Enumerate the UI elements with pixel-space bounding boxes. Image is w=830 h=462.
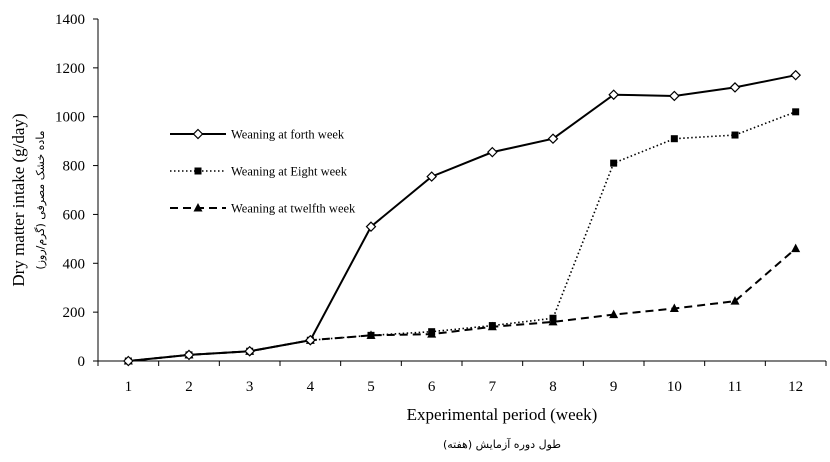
- data-point: [668, 90, 680, 102]
- y-tick-label: 1400: [55, 12, 85, 28]
- series-layer: [122, 69, 802, 367]
- data-point: [426, 171, 438, 182]
- data-point: [610, 159, 618, 167]
- legend-marker: [194, 167, 202, 175]
- y-tick-label: 800: [63, 159, 86, 175]
- y-tick-label: 200: [63, 305, 86, 321]
- x-tick-label: 11: [728, 379, 742, 395]
- y-tick-label: 600: [63, 207, 86, 223]
- data-point: [547, 133, 559, 145]
- legend-item: Weaning at twelfth week: [170, 202, 356, 216]
- x-tick-label: 10: [667, 379, 682, 395]
- x-tick-label: 8: [549, 379, 557, 395]
- data-point: [791, 243, 801, 253]
- data-point: [367, 331, 375, 339]
- x-tick-label: 1: [125, 379, 133, 395]
- data-point: [729, 82, 741, 93]
- data-point: [428, 328, 436, 336]
- y-tick-label: 400: [63, 256, 86, 272]
- data-point: [183, 349, 195, 361]
- data-point: [790, 69, 802, 81]
- legend-item: Weaning at forth week: [170, 128, 345, 142]
- legend-item: Weaning at Eight week: [170, 165, 348, 179]
- x-tick-label: 6: [428, 379, 436, 395]
- legend-label: Weaning at Eight week: [231, 165, 348, 179]
- series-3: [123, 243, 801, 365]
- y-tick-label: 0: [78, 354, 86, 370]
- data-point: [486, 146, 498, 158]
- data-point: [549, 314, 557, 322]
- x-tick-label: 12: [788, 379, 803, 395]
- x-tick-label: 9: [610, 379, 618, 395]
- y-axis-title-secondary: ماده خشک مصرفی (گرم/روز): [34, 130, 47, 269]
- data-point: [670, 135, 678, 143]
- x-axis-title-secondary: طول دوره آزمایش (هفته): [443, 437, 561, 451]
- series-2: [124, 108, 800, 365]
- data-point: [730, 296, 740, 305]
- x-tick-label: 7: [489, 379, 497, 395]
- y-axis-title: Dry matter intake (g/day): [9, 113, 28, 286]
- x-tick-label: 2: [185, 379, 193, 395]
- legend-label: Weaning at twelfth week: [231, 202, 356, 216]
- data-point: [792, 108, 800, 116]
- data-point: [122, 355, 134, 367]
- series-line: [128, 247, 797, 362]
- data-point: [608, 89, 620, 101]
- y-tick-label: 1200: [55, 61, 85, 77]
- series-line: [128, 111, 796, 362]
- x-axis-title: Experimental period (week): [407, 405, 598, 424]
- series-1: [122, 69, 802, 367]
- data-point: [488, 322, 496, 330]
- data-point: [365, 221, 377, 232]
- y-tick-label: 1000: [55, 110, 85, 126]
- x-tick-label: 3: [246, 379, 254, 395]
- legend-label: Weaning at forth week: [231, 128, 345, 142]
- legend: Weaning at forth week Weaning at Eight we…: [170, 128, 356, 216]
- data-point: [244, 345, 256, 357]
- x-tick-label: 4: [307, 379, 315, 395]
- data-point: [304, 334, 316, 346]
- series-line: [128, 74, 796, 362]
- data-point: [731, 131, 739, 139]
- data-point: [669, 303, 679, 312]
- x-tick-label: 5: [367, 379, 375, 395]
- data-point: [609, 309, 619, 319]
- legend-marker: [192, 128, 204, 140]
- legend-marker: [193, 203, 203, 212]
